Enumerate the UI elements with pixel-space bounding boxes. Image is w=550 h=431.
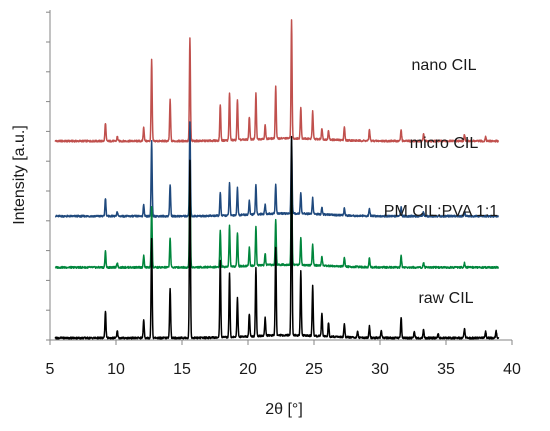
x-axis: 5 10 15 20 25 30 35 40 bbox=[46, 339, 521, 378]
x-axis-title: 2θ [°] bbox=[265, 401, 303, 418]
series-label: micro CIL bbox=[410, 135, 479, 152]
x-tick-label: 35 bbox=[437, 361, 455, 378]
x-tick-label: 15 bbox=[173, 361, 191, 378]
x-tick-label: 10 bbox=[107, 361, 125, 378]
series-label: PM CIL:PVA 1:1 bbox=[384, 203, 499, 220]
series-line-3 bbox=[54, 135, 500, 340]
x-tick-label: 25 bbox=[305, 361, 323, 378]
series-group: nano CIL micro CIL PM CIL:PVA 1:1 raw CIL bbox=[54, 19, 500, 340]
series-line-2 bbox=[54, 168, 500, 270]
x-tick-label: 40 bbox=[503, 361, 521, 378]
y-axis bbox=[46, 10, 51, 341]
series-line-1 bbox=[54, 121, 500, 218]
y-axis-title: Intensity [a.u.] bbox=[11, 125, 28, 225]
x-tick-label: 30 bbox=[371, 361, 389, 378]
x-tick-label: 20 bbox=[239, 361, 257, 378]
x-tick-label: 5 bbox=[46, 361, 55, 378]
series-line-0 bbox=[54, 19, 500, 143]
series-label: nano CIL bbox=[412, 57, 477, 74]
series-label: raw CIL bbox=[418, 290, 473, 307]
